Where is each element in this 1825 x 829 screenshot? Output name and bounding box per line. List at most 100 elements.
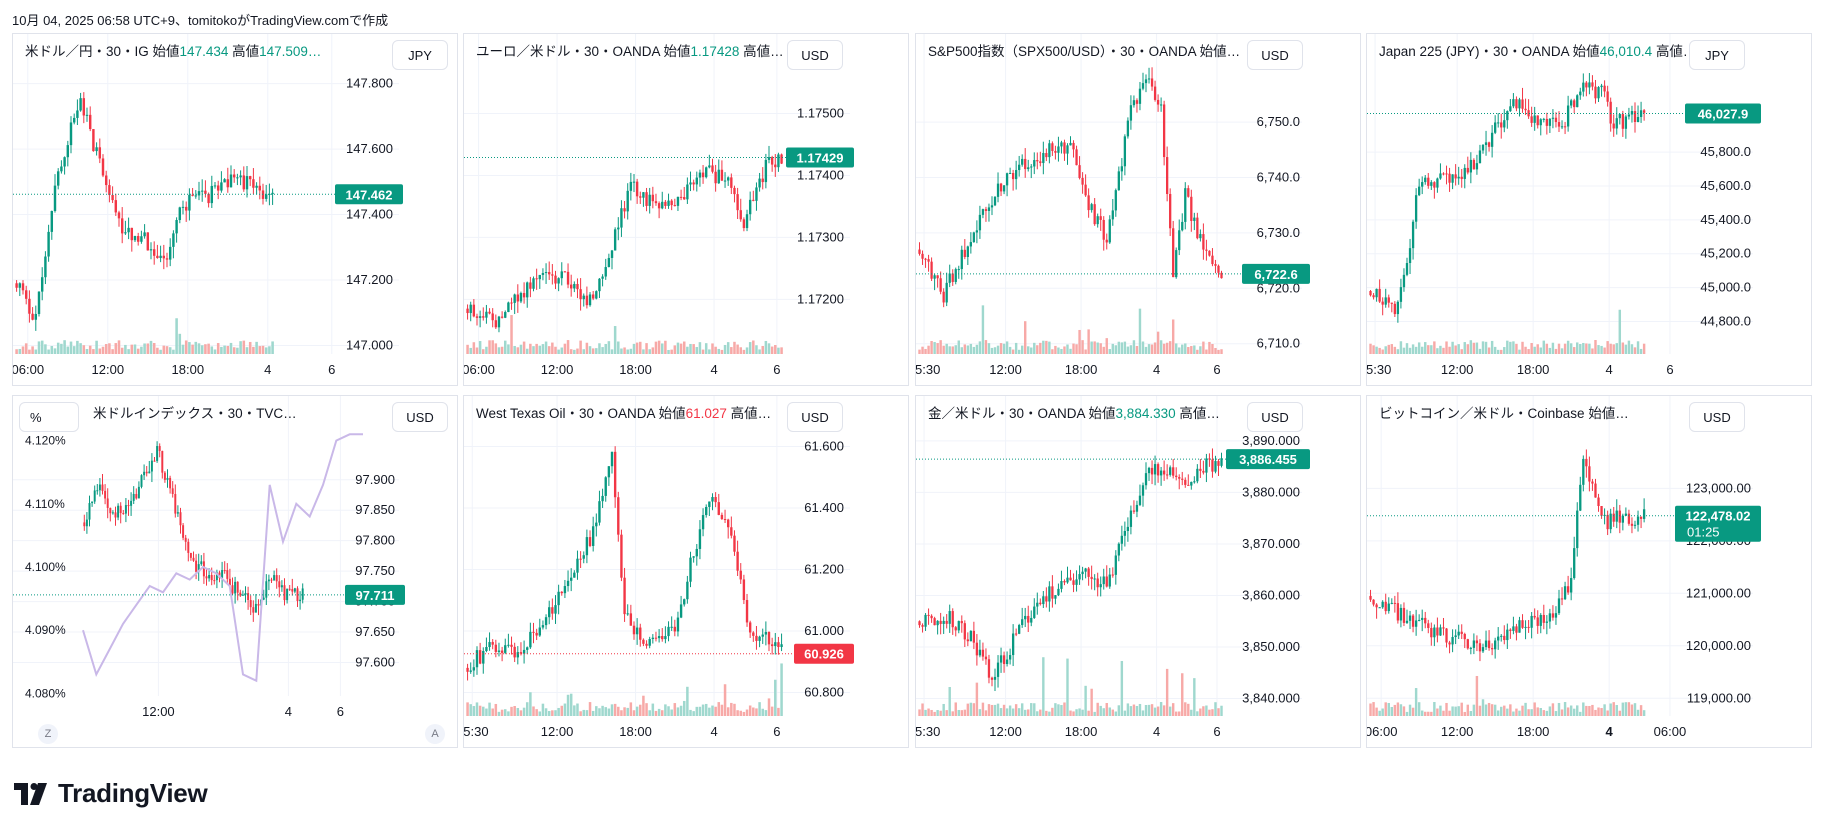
currency-button[interactable]: USD <box>1247 40 1303 70</box>
candle-body <box>280 585 283 588</box>
panel-title[interactable]: 米ドルインデックス・30・TVC… <box>93 404 297 424</box>
volume-bar <box>1054 703 1057 716</box>
volume-bar <box>660 710 664 716</box>
chart-panel[interactable]: 45,800.0 45,600.0 45,400.0 45,200.0 45,000.0… <box>1366 33 1812 386</box>
candle-body <box>1153 86 1157 100</box>
volume-bar <box>1114 345 1118 354</box>
volume-bar <box>1633 703 1637 716</box>
volume-bar <box>1024 709 1027 716</box>
panel-title[interactable]: ユーロ／米ドル・30・OANDA 始値1.17428 高値… <box>476 42 784 62</box>
volume-bar <box>1217 349 1220 354</box>
chart-panel[interactable]: 147.800 147.600 147.400 147.200 147.000 147.4… <box>12 33 458 386</box>
candle-body <box>613 229 617 251</box>
panel-title[interactable]: ビットコイン／米ドル・Coinbase 始値… <box>1379 404 1629 424</box>
candle-body <box>673 205 677 207</box>
candle-body <box>1054 150 1057 153</box>
volume-bar <box>538 711 542 716</box>
volume-bar <box>701 704 705 716</box>
candle-body <box>485 647 488 652</box>
volume-bar <box>752 340 755 354</box>
chart-svg[interactable]: 3,890.0003,880.0003,870.0003,860.0003,85… <box>916 396 1361 748</box>
candle-body <box>21 283 25 291</box>
candle-body <box>166 477 169 480</box>
candle-body <box>1606 514 1609 530</box>
zoom-toggle-button[interactable]: Z <box>38 724 58 744</box>
volume-bar <box>152 343 156 354</box>
candle-body <box>1399 287 1403 302</box>
chart-panel[interactable]: 123,000.00122,000.00121,000.00120,000.00… <box>1366 395 1812 748</box>
volume-bar <box>692 344 695 354</box>
volume-bar <box>513 345 516 354</box>
volume-bar <box>507 711 510 716</box>
candle-body <box>645 192 648 206</box>
currency-button[interactable]: JPY <box>392 40 448 70</box>
candle-body <box>711 165 714 172</box>
currency-button[interactable]: USD <box>787 402 843 432</box>
candle-body <box>1066 145 1069 154</box>
chart-svg[interactable]: 4.120%4.110%4.100%4.090%4.080%97.90097.8… <box>13 396 458 748</box>
volume-bar <box>1168 341 1172 354</box>
tradingview-logo[interactable]: TradingView <box>14 778 208 809</box>
candle-body <box>202 561 205 577</box>
candle-body <box>1393 303 1396 315</box>
title-part: 始値… <box>1588 406 1629 421</box>
candle-body <box>204 190 207 194</box>
candle-body <box>132 493 135 501</box>
currency-button[interactable]: USD <box>1247 402 1303 432</box>
volume-bar <box>1369 703 1372 716</box>
candle-body <box>745 214 749 229</box>
volume-bars <box>15 318 274 354</box>
candle-body <box>1436 178 1439 188</box>
volume-bar <box>626 349 629 354</box>
panel-title[interactable]: S&P500指数（SPX500/USD）・30・OANDA 始値… <box>928 42 1240 62</box>
volume-bar <box>1002 704 1006 716</box>
chart-panel[interactable]: 6,750.0 6,740.0 6,730.0 6,720.0 6,710.0 6,722… <box>915 33 1361 386</box>
volume-bar <box>1469 340 1473 354</box>
volume-bar <box>1111 709 1114 716</box>
candle-body <box>1120 535 1123 544</box>
volume-bar <box>1490 340 1494 354</box>
candle-body <box>993 196 997 206</box>
percent-scale-button[interactable]: % <box>19 402 79 432</box>
candle-body <box>1114 555 1117 575</box>
volume-bars <box>466 663 783 716</box>
candle-body <box>777 154 780 168</box>
currency-button[interactable]: USD <box>787 40 843 70</box>
candle-body <box>1573 100 1576 108</box>
chart-panel[interactable]: 1.17500 1.17400 1.17300 1.17200 1.17429 06:00… <box>463 33 909 386</box>
panel-title[interactable]: Japan 225 (JPY)・30・OANDA 始値46,010.4 高値… <box>1379 42 1696 62</box>
currency-button[interactable]: USD <box>1689 402 1745 432</box>
panel-title[interactable]: 米ドル／円・30・IG 始値147.434 高値147.509… <box>25 42 321 62</box>
chart-svg[interactable]: 61.60061.40061.20061.00060.80060.92605:3… <box>464 396 909 748</box>
chart-panel[interactable]: 3,890.000 3,880.000 3,870.000 3,860.000 3,85… <box>915 395 1361 748</box>
candle-body <box>146 232 150 251</box>
volume-bar <box>1530 709 1533 716</box>
volume-bar <box>1430 345 1433 354</box>
currency-button[interactable]: JPY <box>1689 40 1745 70</box>
volume-bar <box>960 347 963 354</box>
volume-bar <box>1087 710 1090 716</box>
candle-body <box>948 611 951 624</box>
chart-panel[interactable]: 4.120% 4.110% 4.100% 4.090% 4.080% 97.900 97.8… <box>12 395 458 748</box>
volume-bar <box>604 343 607 354</box>
chart-panel[interactable]: 61.60061.40061.20061.00060.80060.92605:3… <box>463 395 909 748</box>
candle-body <box>236 581 239 593</box>
chart-svg[interactable]: 45,800.045,600.045,400.045,200.045,000.0… <box>1367 34 1812 386</box>
volume-bar <box>140 346 143 354</box>
chart-svg[interactable]: 147.800147.600147.400147.200147.000147.4… <box>13 34 458 386</box>
candle-body <box>1527 110 1530 117</box>
x-axis-tick: 4 <box>1153 362 1160 377</box>
candle-body <box>1193 217 1196 221</box>
x-axis-tick: 4 <box>1153 724 1160 739</box>
candle-body <box>494 320 498 328</box>
volume-bar <box>1618 710 1622 716</box>
auto-scale-button[interactable]: A <box>425 724 445 744</box>
chart-svg[interactable]: 123,000.00122,000.00121,000.00120,000.00… <box>1367 396 1812 748</box>
currency-button[interactable]: USD <box>392 402 448 432</box>
candle-body <box>748 622 752 633</box>
chart-svg[interactable]: 1.175001.174001.173001.172001.1742906:00… <box>464 34 909 386</box>
panel-title[interactable]: 金／米ドル・30・OANDA 始値3,884.330 高値… <box>928 404 1220 424</box>
panel-title[interactable]: West Texas Oil・30・OANDA 始値61.027 高値… <box>476 404 771 424</box>
volume-bar <box>1624 344 1628 354</box>
chart-svg[interactable]: 6,750.06,740.06,730.06,720.06,710.06,722… <box>916 34 1361 386</box>
